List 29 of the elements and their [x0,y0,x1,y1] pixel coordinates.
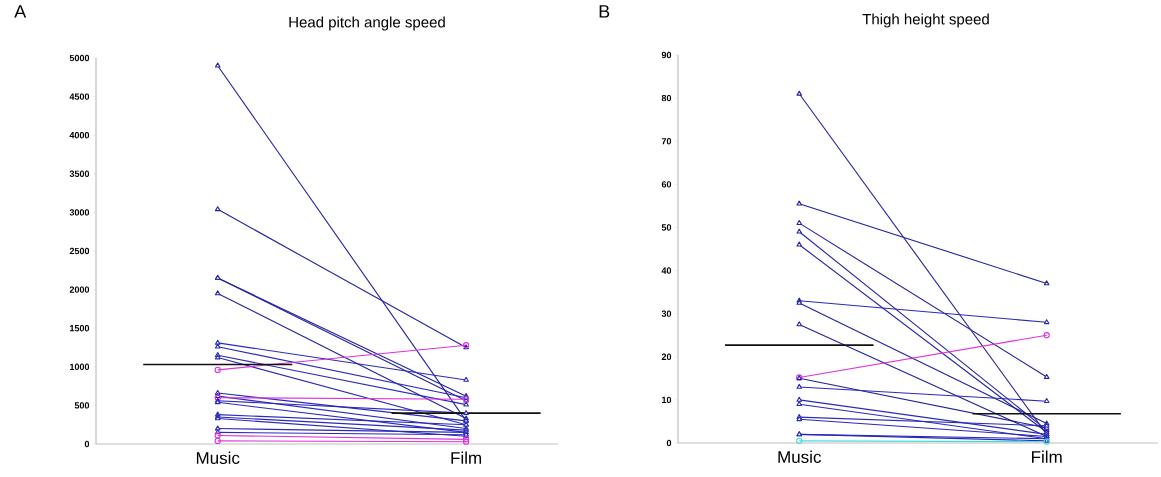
y-tick-label: 70 [661,138,672,145]
y-tick-label: 30 [661,310,672,317]
y-tick-label: 20 [661,353,672,360]
y-tick-label: 60 [661,181,672,188]
chart-title: Thigh height speed [862,13,989,28]
y-tick-label: 2500 [69,247,90,255]
x-tick-label: Music [778,450,821,464]
y-tick-label: 3500 [69,170,90,177]
y-tick-label: 1000 [70,363,90,370]
y-tick-label: 5000 [69,54,90,62]
y-tick-label: 10 [662,396,672,404]
y-tick-label: 2000 [69,286,90,293]
chart-title: Head pitch angle speed [289,16,445,31]
y-tick-label: 50 [661,224,672,231]
x-tick-label: Music [196,451,240,465]
y-tick-label: 500 [74,402,90,409]
y-tick-label: 80 [661,94,672,102]
y-tick-label: 0 [666,439,672,447]
y-tick-label: 40 [661,267,672,274]
y-tick-label: 0 [84,440,90,448]
x-tick-label: Film [1032,450,1062,463]
x-tick-label: Film [451,451,482,464]
y-tick-label: 1500 [70,325,90,332]
y-tick-label: 4500 [69,93,90,100]
text: B [599,5,610,18]
y-tick-label: 3000 [69,209,90,216]
y-tick-label: 4000 [69,132,90,139]
text: A [14,5,27,18]
y-tick-label: 90 [661,51,672,59]
